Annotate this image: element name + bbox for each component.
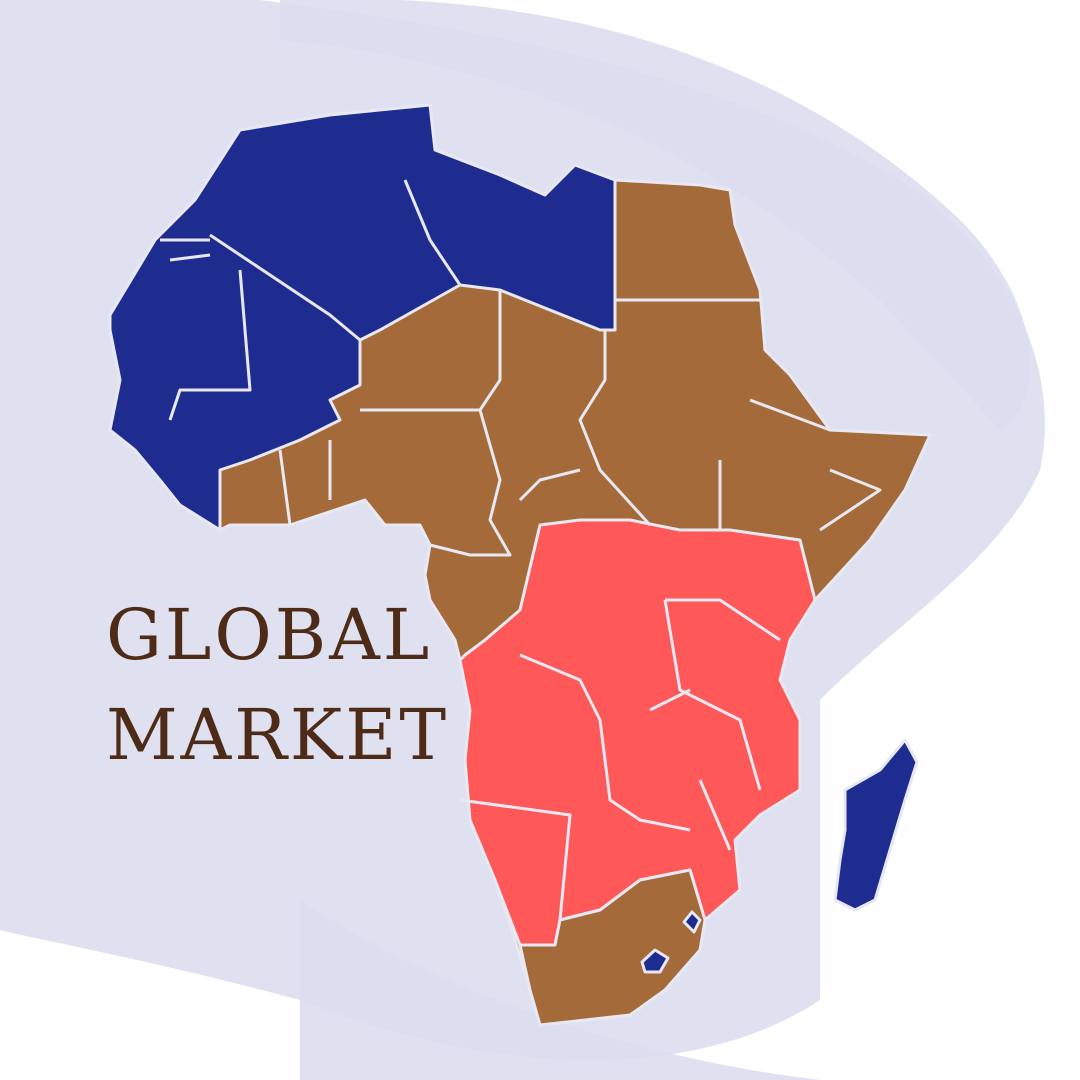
region-eswatini [682, 910, 702, 934]
brush-stroke [280, 0, 1031, 430]
region-madagascar [833, 738, 919, 912]
country-borders [160, 179, 882, 921]
title-line-2: MARKET [106, 694, 450, 776]
title-line-1: GLOBAL [106, 594, 433, 676]
region-lesotho [640, 948, 670, 974]
brush-stroke [300, 900, 820, 1080]
region-north [108, 103, 617, 532]
